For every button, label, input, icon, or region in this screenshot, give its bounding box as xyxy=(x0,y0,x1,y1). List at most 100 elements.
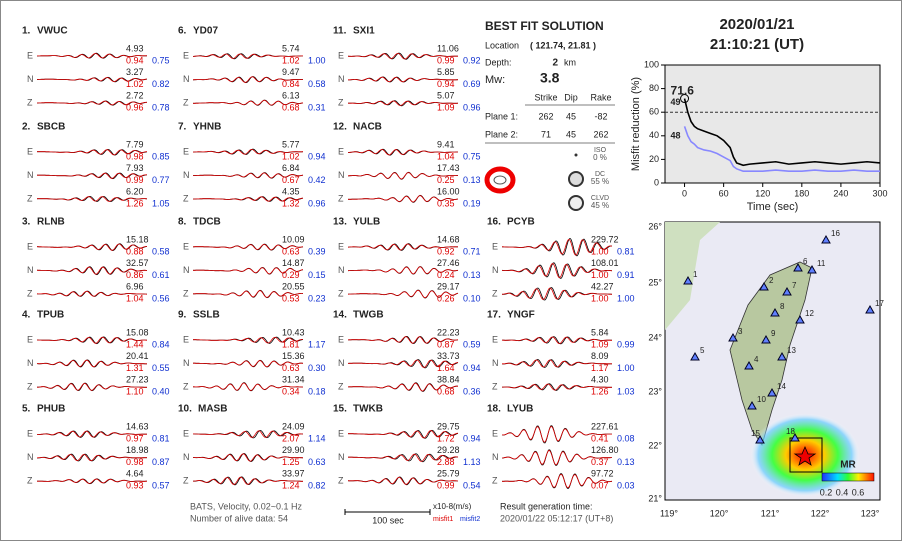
misfit1: 1.04 xyxy=(437,151,455,161)
station-marker xyxy=(728,332,738,342)
misfit1: 1.02 xyxy=(282,151,300,161)
synthetic-trace xyxy=(502,359,612,368)
misfit1: 0.68 xyxy=(282,102,300,112)
component-label: N xyxy=(338,358,345,368)
misfit1: 0.07 xyxy=(591,480,609,490)
station-id: 1. xyxy=(22,26,31,37)
component-label: Z xyxy=(492,381,498,391)
misfit1: 1.44 xyxy=(126,339,144,349)
component-label: E xyxy=(183,241,189,251)
station-name: NACB xyxy=(353,122,382,133)
misfit1: 0.67 xyxy=(282,175,300,185)
misfit2: 0.84 xyxy=(152,339,170,349)
time: 21:10:21 (UT) xyxy=(710,36,804,53)
amplitude: 31.34 xyxy=(282,374,305,384)
units: x10-8(m/s) xyxy=(433,502,472,511)
misfit1-key: misfit1 xyxy=(433,516,453,523)
misfit1: 1.26 xyxy=(591,386,609,396)
amplitude: 10.09 xyxy=(282,234,305,244)
plane-value: -82 xyxy=(594,111,607,121)
synthetic-trace xyxy=(502,383,612,391)
result-label: Result generation time: xyxy=(500,501,593,511)
station-name: RLNB xyxy=(37,217,65,228)
amplitude: 29.28 xyxy=(437,445,460,455)
station-marker xyxy=(795,314,805,324)
station-label: 11 xyxy=(817,259,826,268)
station-id: 8. xyxy=(178,217,187,228)
synthetic-trace xyxy=(36,266,148,275)
synthetic-trace xyxy=(347,149,458,156)
misfit2: 0.96 xyxy=(463,102,481,112)
component-value: 45 % xyxy=(591,201,609,210)
component-label: N xyxy=(183,358,190,368)
synthetic-trace xyxy=(193,360,304,368)
misfit1: 1.09 xyxy=(437,102,455,112)
station-name: SXI1 xyxy=(353,26,375,37)
lon-tick: 123° xyxy=(861,508,880,518)
amplitude: 29.17 xyxy=(437,281,460,291)
synthetic-trace xyxy=(501,449,612,466)
station-marker xyxy=(683,275,693,285)
station-id: 18. xyxy=(487,404,501,415)
misfit2: 0.42 xyxy=(308,175,326,185)
colorbar-tick: 0.4 xyxy=(836,487,849,497)
component-label: N xyxy=(27,358,34,368)
line xyxy=(683,98,881,167)
y-tick-label: 40 xyxy=(649,130,659,140)
misfit1: 1.09 xyxy=(591,339,609,349)
synthetic-trace xyxy=(192,148,304,155)
component-label: N xyxy=(338,452,345,462)
station-id: 5. xyxy=(22,404,31,415)
misfit2: 0.77 xyxy=(152,175,170,185)
annotation: 48 xyxy=(671,131,681,141)
lat-tick: 26° xyxy=(648,221,662,231)
amplitude: 18.98 xyxy=(126,445,149,455)
misfit2: 0.96 xyxy=(308,198,326,208)
misfit1: 0.34 xyxy=(282,386,300,396)
misfit2: 0.59 xyxy=(463,339,481,349)
component-label: E xyxy=(338,241,344,251)
misfit1: 1.72 xyxy=(437,433,455,443)
component-label: Z xyxy=(183,475,189,485)
amplitude: 14.68 xyxy=(437,234,460,244)
amplitude: 4.35 xyxy=(282,186,300,196)
amplitude: 5.74 xyxy=(282,43,300,53)
misfit1: 0.24 xyxy=(437,270,455,280)
component-label: Z xyxy=(338,288,344,298)
station-label: 16 xyxy=(831,229,840,238)
misfit1: 0.35 xyxy=(437,198,455,208)
misfit1: 1.02 xyxy=(126,79,144,89)
misfit1: 0.93 xyxy=(126,480,144,490)
misfit1: 1.64 xyxy=(437,363,455,373)
station-label: 7 xyxy=(792,281,797,290)
misfit2: 0.82 xyxy=(152,79,170,89)
synthetic-trace xyxy=(347,336,459,344)
station-name: YD07 xyxy=(193,26,218,37)
amplitude: 8.09 xyxy=(591,351,609,361)
station-id: 3. xyxy=(22,217,31,228)
synthetic-trace xyxy=(37,382,147,391)
synthetic-trace xyxy=(347,266,459,275)
amplitude: 227.61 xyxy=(591,421,619,431)
station-label: 1 xyxy=(693,270,698,279)
component-label: N xyxy=(492,358,499,368)
misfit2: 1.00 xyxy=(617,293,635,303)
amplitude: 3.27 xyxy=(126,67,144,77)
station-marker xyxy=(744,360,754,370)
misfit1: 0.96 xyxy=(126,102,144,112)
component-label: E xyxy=(27,50,33,60)
synthetic-trace xyxy=(347,289,459,299)
misfit2: 1.05 xyxy=(152,198,170,208)
misfit2: 0.99 xyxy=(617,339,635,349)
lon-tick: 119° xyxy=(660,508,678,518)
station-label: 12 xyxy=(805,309,814,318)
misfit1: 0.87 xyxy=(437,339,455,349)
x-tick-label: 180 xyxy=(794,188,809,198)
synthetic-trace xyxy=(502,473,613,489)
component-label: Z xyxy=(183,381,189,391)
depth: 2 xyxy=(552,58,558,69)
station-name: MASB xyxy=(198,404,227,415)
misfit1: 0.94 xyxy=(126,55,144,65)
component-label: E xyxy=(27,241,33,251)
